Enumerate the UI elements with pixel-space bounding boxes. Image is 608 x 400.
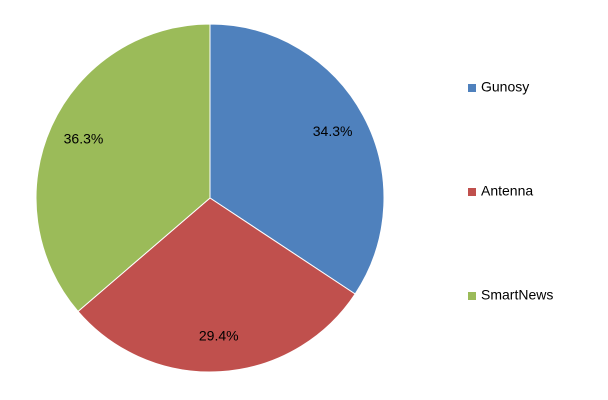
legend-label: SmartNews — [481, 287, 553, 303]
data-label: 29.4% — [199, 328, 239, 344]
legend-swatch — [468, 292, 476, 300]
legend-label: Antenna — [481, 183, 533, 199]
pie-slice — [77, 197, 356, 373]
data-label: 36.3% — [64, 131, 104, 147]
legend-swatch — [468, 84, 476, 92]
data-label: 34.3% — [313, 123, 353, 139]
legend-swatch — [468, 188, 476, 196]
legend-label: Gunosy — [481, 79, 529, 95]
pie-slice — [35, 23, 211, 313]
